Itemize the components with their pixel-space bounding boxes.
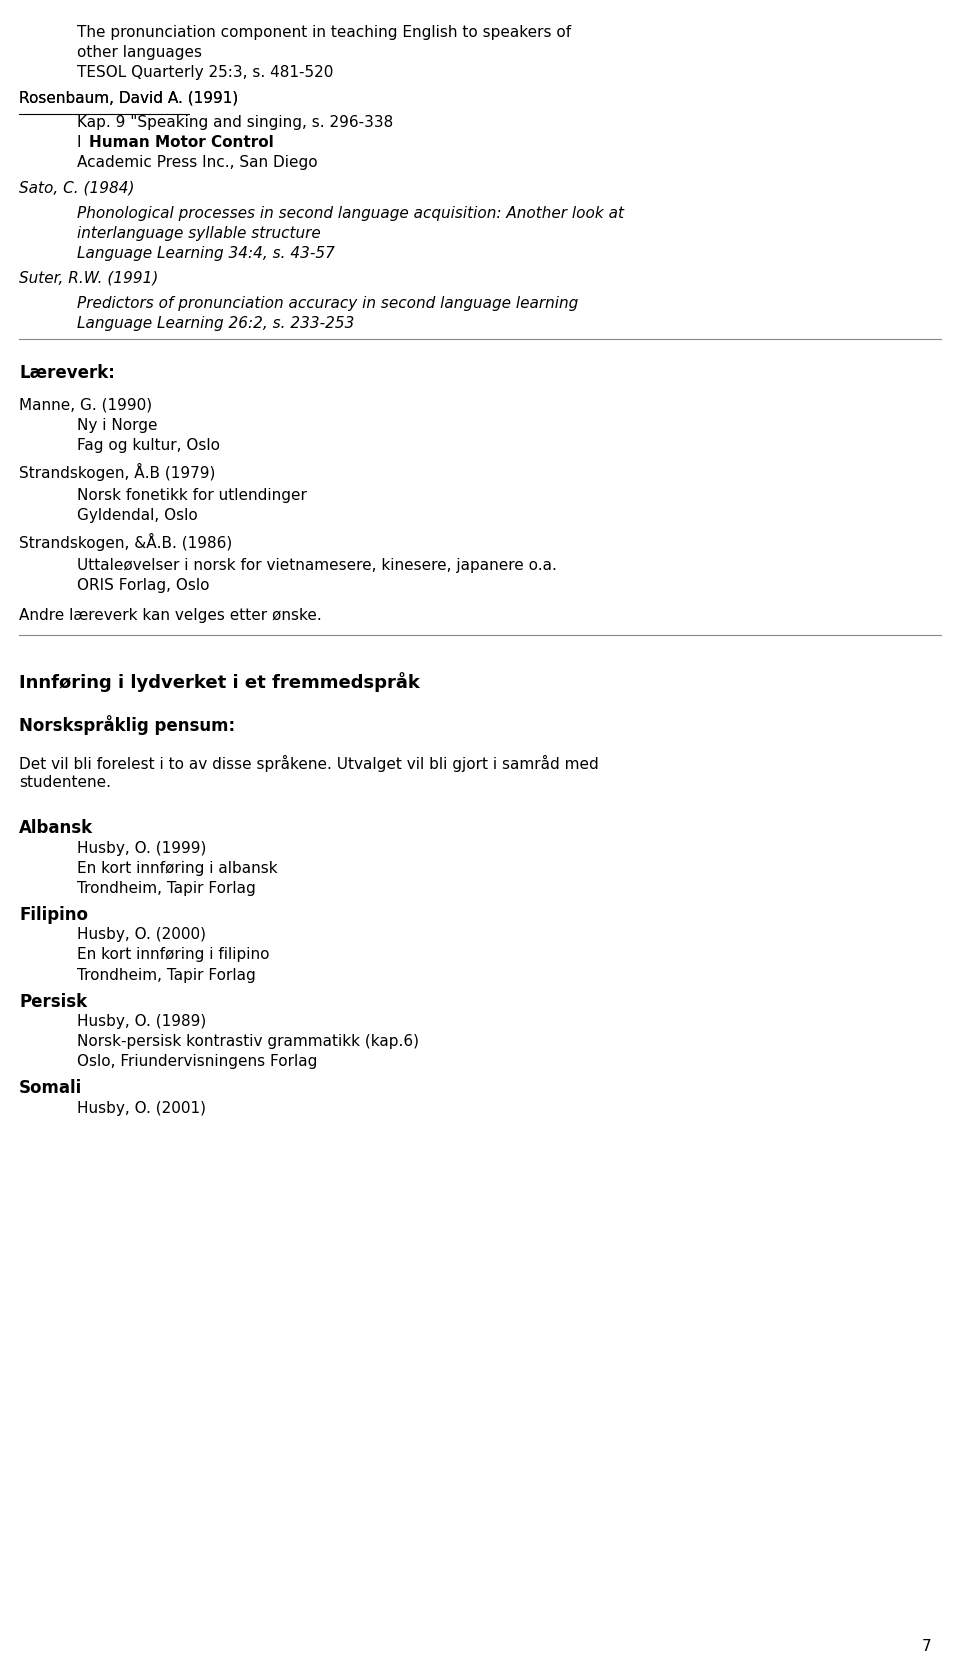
Text: Rosenbaum, David A. (1991): Rosenbaum, David A. (1991) <box>19 90 238 105</box>
Text: Strandskogen, Å.B (1979): Strandskogen, Å.B (1979) <box>19 463 216 481</box>
Text: Norsk fonetikk for utlendinger: Norsk fonetikk for utlendinger <box>77 488 306 503</box>
Text: Gyldendal, Oslo: Gyldendal, Oslo <box>77 508 198 523</box>
Text: ORIS Forlag, Oslo: ORIS Forlag, Oslo <box>77 578 209 593</box>
Text: TESOL Quarterly 25:3, s. 481-520: TESOL Quarterly 25:3, s. 481-520 <box>77 65 333 80</box>
Text: Albansk: Albansk <box>19 819 93 837</box>
Text: Persisk: Persisk <box>19 993 87 1011</box>
Text: En kort innføring i filipino: En kort innføring i filipino <box>77 947 270 962</box>
Text: 7: 7 <box>922 1639 931 1654</box>
Text: Uttaleøvelser i norsk for vietnamesere, kinesere, japanere o.a.: Uttaleøvelser i norsk for vietnamesere, … <box>77 558 557 573</box>
Text: The pronunciation component in teaching English to speakers of: The pronunciation component in teaching … <box>77 25 571 40</box>
Text: Somali: Somali <box>19 1079 83 1098</box>
Text: Husby, O. (1999): Husby, O. (1999) <box>77 841 206 856</box>
Text: interlanguage syllable structure: interlanguage syllable structure <box>77 226 321 241</box>
Text: Husby, O. (2000): Husby, O. (2000) <box>77 927 205 942</box>
Text: Ny i Norge: Ny i Norge <box>77 418 157 433</box>
Text: Language Learning 34:4, s. 43-57: Language Learning 34:4, s. 43-57 <box>77 246 335 261</box>
Text: Manne, G. (1990): Manne, G. (1990) <box>19 398 153 413</box>
Text: Fag og kultur, Oslo: Fag og kultur, Oslo <box>77 438 220 453</box>
Text: other languages: other languages <box>77 45 202 60</box>
Text: Phonological processes in second language acquisition: Another look at: Phonological processes in second languag… <box>77 206 624 221</box>
Text: Andre læreverk kan velges etter ønske.: Andre læreverk kan velges etter ønske. <box>19 608 322 623</box>
Text: Læreverk:: Læreverk: <box>19 364 115 383</box>
Text: Predictors of pronunciation accuracy in second language learning: Predictors of pronunciation accuracy in … <box>77 296 578 311</box>
Text: Innføring i lydverket i et fremmedspråk: Innføring i lydverket i et fremmedspråk <box>19 672 420 692</box>
Text: studentene.: studentene. <box>19 775 111 790</box>
Text: Rosenbaum, David A. (1991): Rosenbaum, David A. (1991) <box>19 90 238 105</box>
Text: Suter, R.W. (1991): Suter, R.W. (1991) <box>19 271 158 286</box>
Text: Academic Press Inc., San Diego: Academic Press Inc., San Diego <box>77 155 318 170</box>
Text: Trondheim, Tapir Forlag: Trondheim, Tapir Forlag <box>77 968 255 983</box>
Text: Sato, C. (1984): Sato, C. (1984) <box>19 180 134 196</box>
Text: Human Motor Control: Human Motor Control <box>89 135 274 150</box>
Text: Det vil bli forelest i to av disse språkene. Utvalget vil bli gjort i samråd med: Det vil bli forelest i to av disse språk… <box>19 755 599 772</box>
Text: En kort innføring i albansk: En kort innføring i albansk <box>77 861 277 876</box>
Text: Filipino: Filipino <box>19 906 88 924</box>
Text: I: I <box>77 135 86 150</box>
Text: Norsk-persisk kontrastiv grammatikk (kap.6): Norsk-persisk kontrastiv grammatikk (kap… <box>77 1034 419 1049</box>
Text: Husby, O. (2001): Husby, O. (2001) <box>77 1101 205 1116</box>
Text: Trondheim, Tapir Forlag: Trondheim, Tapir Forlag <box>77 881 255 896</box>
Text: Norskspråklig pensum:: Norskspråklig pensum: <box>19 715 235 735</box>
Text: Oslo, Friundervisningens Forlag: Oslo, Friundervisningens Forlag <box>77 1054 317 1069</box>
Text: Kap. 9 "Speaking and singing, s. 296-338: Kap. 9 "Speaking and singing, s. 296-338 <box>77 115 393 130</box>
Text: Strandskogen, &Å.B. (1986): Strandskogen, &Å.B. (1986) <box>19 533 232 551</box>
Text: Language Learning 26:2, s. 233-253: Language Learning 26:2, s. 233-253 <box>77 316 354 331</box>
Text: Husby, O. (1989): Husby, O. (1989) <box>77 1014 206 1029</box>
